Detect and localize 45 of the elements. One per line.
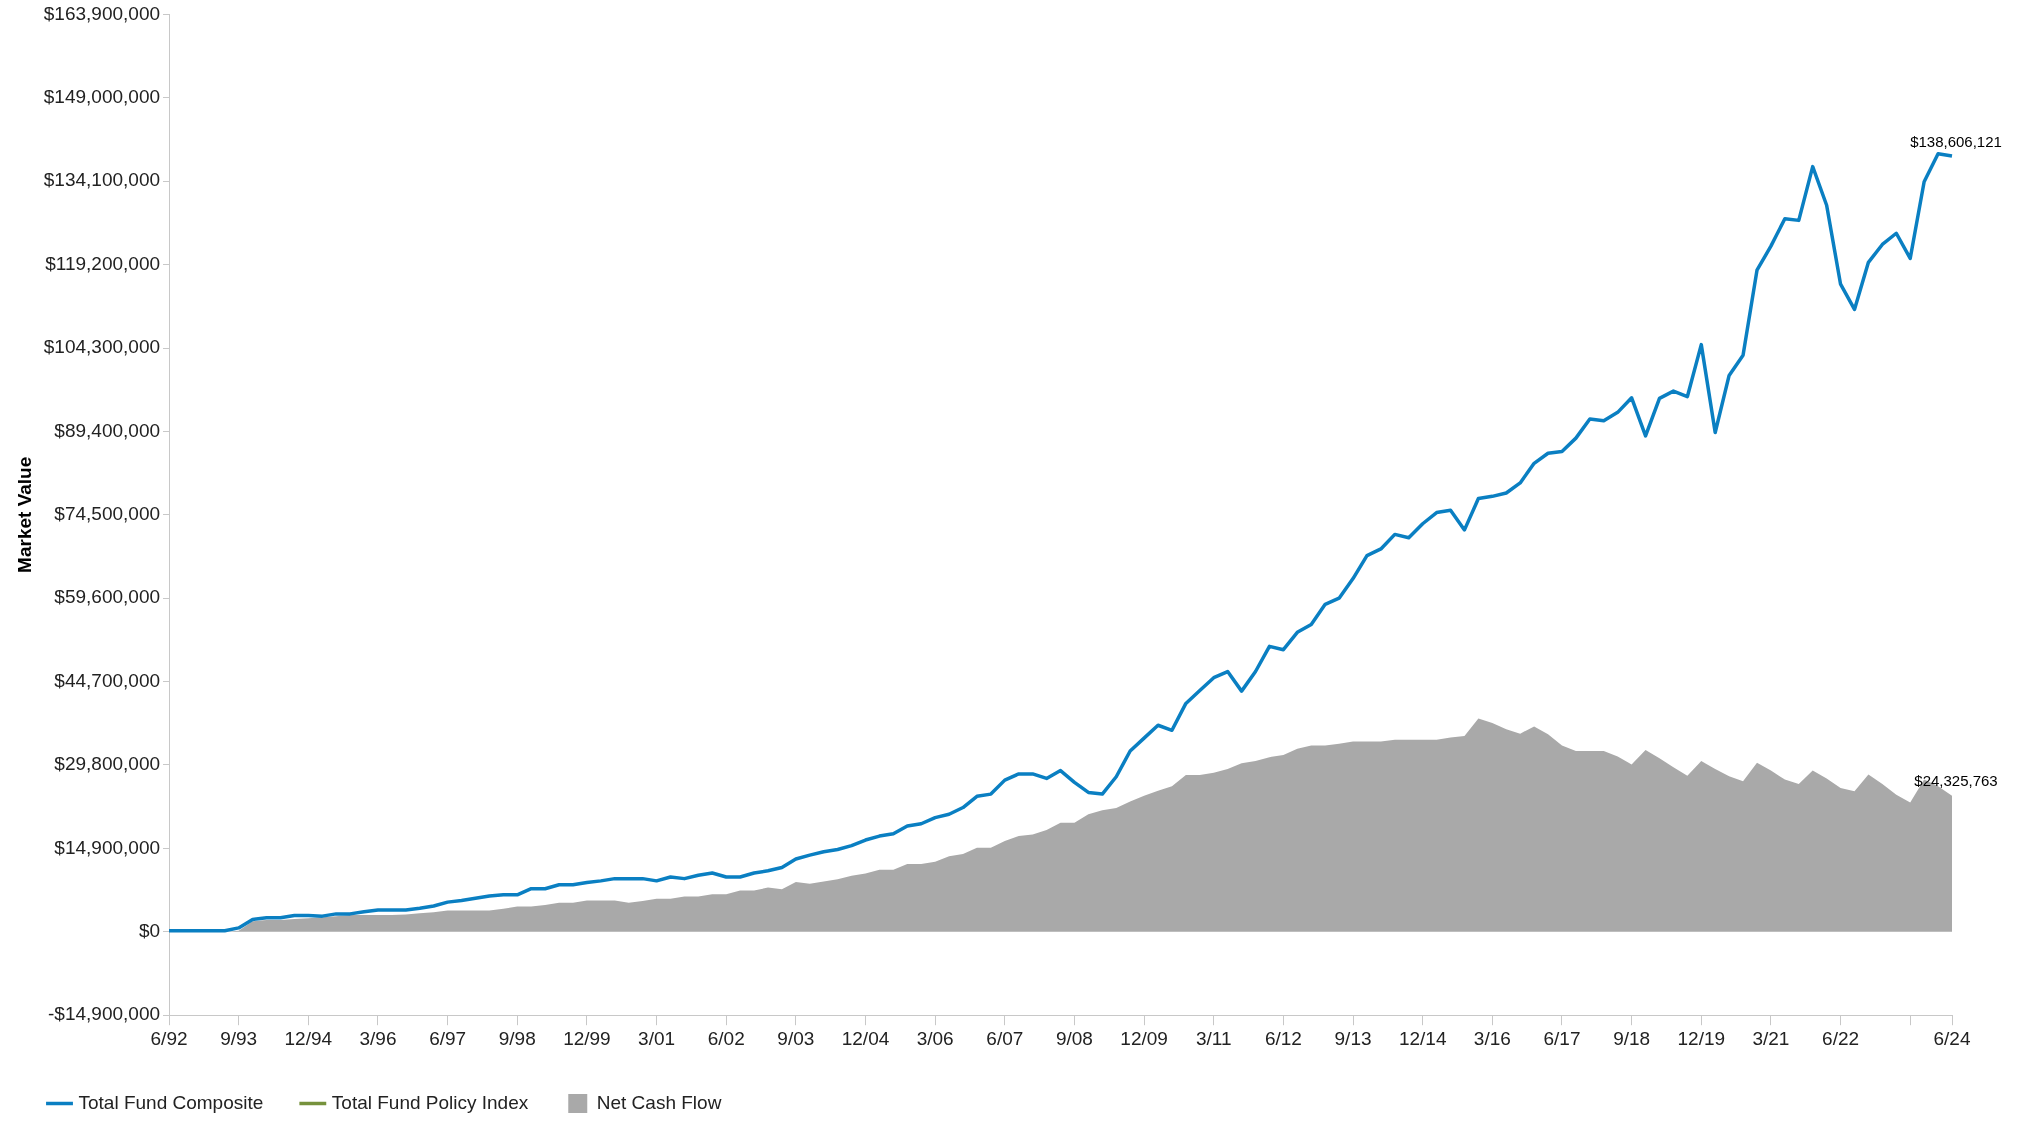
y-tick-label: -$14,900,000 [48, 1003, 161, 1025]
x-tick-label: 12/94 [284, 1027, 333, 1049]
x-tick-label: 9/13 [1334, 1027, 1372, 1049]
y-tick-label: $163,900,000 [43, 2, 161, 24]
y-axis-title: Market Value [13, 456, 35, 573]
legend-label: Net Cash Flow [596, 1091, 722, 1113]
x-tick-label: 6/92 [150, 1027, 188, 1049]
x-tick-label: 9/03 [777, 1027, 815, 1049]
x-tick-label: 12/14 [1398, 1027, 1447, 1049]
annotation: $138,606,121 [1910, 132, 2002, 150]
x-tick-label: 12/04 [841, 1027, 890, 1049]
legend-label: Total Fund Composite [78, 1091, 264, 1113]
x-tick-label: 6/12 [1264, 1027, 1302, 1049]
x-tick-label: 9/08 [1055, 1027, 1093, 1049]
x-tick-label: 12/09 [1120, 1027, 1168, 1049]
x-tick-label: 6/07 [986, 1027, 1024, 1049]
x-tick-label: 3/01 [638, 1027, 676, 1049]
x-tick-label: 3/11 [1195, 1027, 1232, 1049]
x-tick-label: 6/17 [1543, 1027, 1581, 1049]
x-tick-label: 12/99 [563, 1027, 611, 1049]
y-tick-label: $119,200,000 [45, 252, 161, 274]
y-tick-label: $104,300,000 [43, 336, 161, 358]
x-tick-label: 6/97 [429, 1027, 467, 1049]
y-tick-label: $44,700,000 [54, 669, 161, 691]
x-tick-label: 3/21 [1752, 1027, 1790, 1049]
y-tick-label: $149,000,000 [43, 86, 161, 108]
y-tick-label: $0 [138, 920, 161, 942]
y-tick-label: $29,800,000 [54, 753, 161, 775]
x-tick-label: 9/93 [220, 1027, 258, 1049]
x-tick-label: 12/19 [1677, 1027, 1726, 1049]
x-tick-label: 3/96 [359, 1027, 397, 1049]
x-tick-label: 6/22 [1822, 1027, 1860, 1049]
x-tick-label: 3/06 [916, 1027, 954, 1049]
x-tick-label: 3/16 [1473, 1027, 1511, 1049]
x-tick-label: 9/98 [498, 1027, 536, 1049]
x-tick-label: 9/18 [1613, 1027, 1651, 1049]
y-tick-label: $74,500,000 [54, 503, 161, 525]
y-tick-label: $134,100,000 [43, 169, 161, 191]
x-tick-label: 6/24 [1933, 1027, 1971, 1049]
x-tick-label: 6/02 [707, 1027, 745, 1049]
y-tick-label: $14,900,000 [54, 836, 161, 858]
y-tick-label: $89,400,000 [54, 419, 161, 441]
legend-label: Total Fund Policy Index [331, 1091, 529, 1113]
annotation: $24,325,763 [1914, 772, 1998, 790]
y-tick-label: $59,600,000 [54, 586, 161, 608]
